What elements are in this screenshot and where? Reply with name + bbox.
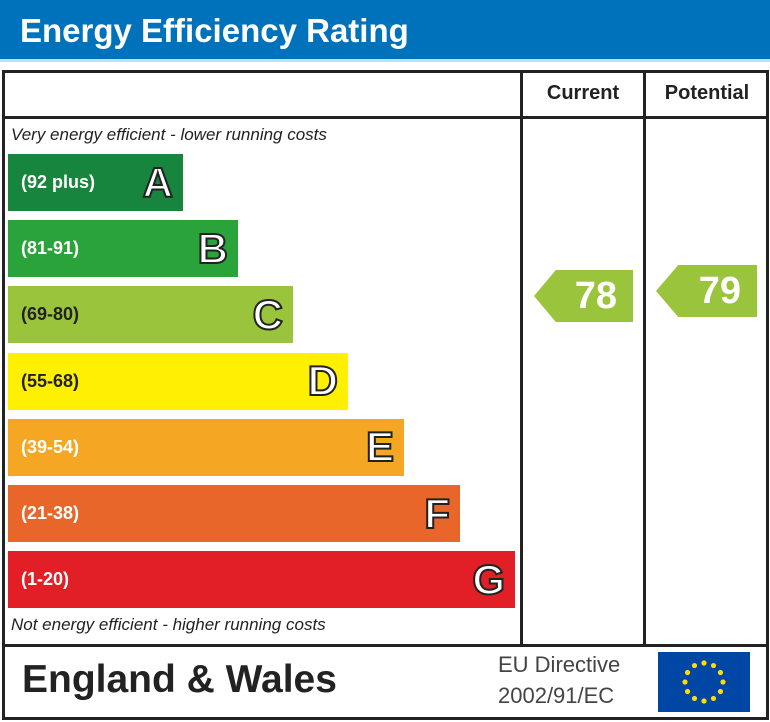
title-bar: Energy Efficiency Rating xyxy=(0,0,770,62)
column-current: Current xyxy=(546,82,620,104)
band-b: (81-91) B xyxy=(8,220,238,278)
divider xyxy=(2,644,769,647)
band-d: (55-68) D xyxy=(8,352,348,410)
star-icon xyxy=(710,695,717,702)
band-range: (21-38) xyxy=(21,503,80,523)
band-letter: D xyxy=(307,356,339,405)
band-a: (92 plus) A xyxy=(8,154,183,211)
band-e: (39-54) E xyxy=(8,418,404,476)
band-letter: C xyxy=(252,290,284,339)
star-icon xyxy=(701,660,707,666)
star-icon xyxy=(684,688,691,695)
band-letter: E xyxy=(365,422,395,471)
star-icon xyxy=(717,669,724,676)
band-range: (69-80) xyxy=(21,304,80,325)
band-range: (1-20) xyxy=(21,569,70,590)
band-f: (21-38) F xyxy=(8,485,460,542)
rating-table xyxy=(2,70,769,720)
star-icon xyxy=(720,679,726,685)
top-note: Very energy efficient - lower running co… xyxy=(11,125,327,144)
band-g: (1-20) G xyxy=(8,551,515,609)
directive-line2: 2002/91/EC xyxy=(498,683,615,708)
region-label: England & Wales xyxy=(22,658,337,701)
star-icon xyxy=(691,662,698,669)
star-icon xyxy=(682,679,688,685)
band-range: (81-91) xyxy=(21,238,80,259)
divider xyxy=(2,116,769,119)
band-letter: A xyxy=(142,158,174,207)
star-icon xyxy=(691,695,698,702)
star-icon xyxy=(717,688,724,695)
divider xyxy=(643,70,646,647)
eu-flag-icon xyxy=(658,652,750,712)
band-letter: F xyxy=(423,489,451,538)
bottom-note: Not energy efficient - higher running co… xyxy=(11,615,326,634)
page-title: Energy Efficiency Rating xyxy=(20,12,409,49)
band-letter: G xyxy=(471,555,506,604)
star-icon xyxy=(701,698,707,704)
band-range: (39-54) xyxy=(21,436,80,457)
band-range: (92 plus) xyxy=(21,172,96,192)
star-icon xyxy=(710,662,717,669)
band-letter: B xyxy=(197,224,229,273)
column-potential: Potential xyxy=(664,82,750,104)
divider xyxy=(520,70,523,647)
band-c: (69-80) C xyxy=(8,286,293,344)
directive-line1: EU Directive xyxy=(498,652,621,677)
potential-rating-arrow: 79 xyxy=(656,265,757,317)
current-rating-arrow: 78 xyxy=(534,270,633,322)
band-range: (55-68) xyxy=(21,370,80,391)
star-icon xyxy=(684,669,691,676)
